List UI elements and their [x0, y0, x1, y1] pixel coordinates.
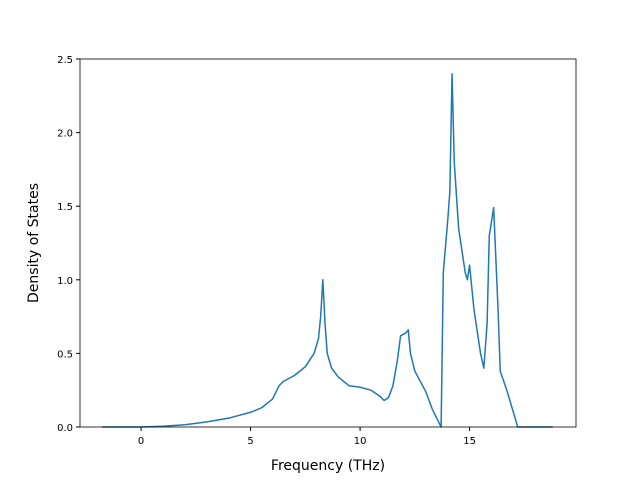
y-tick-label: 0.5	[57, 349, 73, 360]
x-tick-label: 5	[247, 436, 253, 447]
y-tick-label: 0.0	[57, 423, 73, 434]
y-tick-label: 2.5	[57, 55, 73, 66]
y-tick-label: 1.0	[57, 276, 73, 287]
y-tick-label: 1.5	[57, 202, 73, 213]
x-tick-label: 0	[138, 436, 144, 447]
line-series	[102, 72, 553, 428]
x-tick-label: 10	[354, 436, 367, 447]
y-tick-label: 2.0	[57, 129, 73, 140]
x-axis-label: Frequency (THz)	[271, 458, 385, 474]
plot-frame	[79, 58, 577, 428]
x-tick-label: 15	[463, 436, 476, 447]
y-axis-label: Density of States	[26, 183, 42, 303]
